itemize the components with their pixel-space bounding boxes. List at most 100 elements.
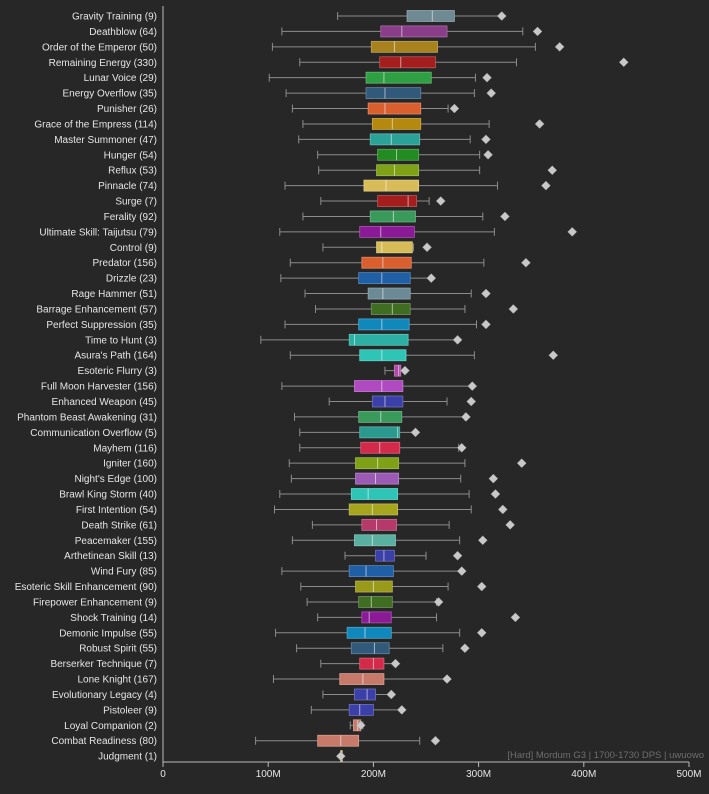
category-label: Deathblow (64) — [89, 27, 157, 38]
outlier-marker — [541, 180, 551, 191]
category-label: Surge (7) — [115, 197, 157, 208]
box-iqr — [358, 318, 410, 331]
outlier-marker — [456, 442, 467, 453]
category-label: Energy Overflow (35) — [63, 89, 157, 100]
outlier-marker — [442, 674, 452, 684]
category-label: Order of the Emperor (50) — [42, 42, 157, 53]
box-iqr — [367, 102, 422, 115]
box-iqr — [361, 256, 412, 269]
outlier-marker — [460, 643, 470, 654]
box-iqr — [354, 380, 404, 392]
outlier-marker — [386, 689, 397, 700]
category-label: Ferality (92) — [104, 212, 157, 223]
outlier-marker — [476, 581, 487, 592]
box-iqr — [371, 395, 404, 408]
outlier-marker — [567, 227, 578, 237]
box-iqr — [355, 580, 393, 593]
box-iqr — [339, 673, 385, 685]
outlier-marker — [500, 211, 510, 222]
category-label: Perfect Suppression (35) — [46, 320, 157, 331]
box-iqr — [359, 225, 415, 238]
category-label: Arthetinean Skill (13) — [64, 551, 157, 562]
x-tick-label: 200M — [361, 769, 386, 780]
x-tick-label: 100M — [256, 769, 281, 780]
box-iqr — [379, 56, 436, 69]
box-iqr — [359, 426, 401, 439]
category-label: Phantom Beast Awakening (31) — [17, 412, 157, 423]
box-iqr — [354, 688, 376, 701]
category-label: Berserker Technique (7) — [50, 659, 157, 670]
outlier-marker — [505, 520, 516, 530]
box-iqr — [380, 25, 448, 38]
x-tick-label: 400M — [571, 769, 596, 780]
box-iqr — [376, 164, 420, 177]
box-iqr — [355, 457, 400, 470]
box-iqr — [371, 118, 422, 130]
box-iqr — [348, 565, 394, 578]
category-label: Full Moon Harvester (156) — [41, 382, 157, 393]
outlier-marker — [483, 149, 493, 160]
category-label: Loyal Companion (2) — [64, 721, 157, 732]
box-iqr — [348, 333, 409, 346]
box-iqr — [348, 503, 398, 516]
outlier-marker — [410, 427, 421, 438]
category-label: Esoteric Flurry (3) — [78, 366, 157, 377]
x-tick-label: 500M — [676, 769, 701, 780]
outlier-marker — [486, 88, 497, 98]
box-iqr — [367, 287, 411, 300]
box-iqr — [377, 148, 420, 161]
category-label: Peacemaker (155) — [75, 536, 157, 547]
outlier-marker — [396, 705, 407, 715]
outlier-marker — [490, 489, 501, 499]
box-iqr — [369, 133, 421, 146]
category-label: Brawl King Storm (40) — [59, 490, 157, 501]
box-iqr — [406, 10, 455, 22]
outlier-marker — [534, 119, 545, 129]
outlier-marker — [548, 350, 559, 361]
outlier-marker — [476, 627, 487, 638]
category-label: Communication Overflow (5) — [30, 428, 157, 439]
category-label: First Intention (54) — [76, 505, 157, 516]
outlier-marker — [461, 412, 471, 422]
outlier-marker — [422, 242, 432, 253]
outlier-marker — [400, 365, 410, 376]
category-label: Punisher (26) — [97, 104, 157, 115]
boxes-layer — [317, 10, 455, 763]
outlier-marker — [477, 535, 488, 546]
outlier-marker — [497, 504, 508, 515]
outlier-marker — [510, 612, 521, 623]
outlier-marker — [618, 57, 629, 68]
category-labels-layer: Gravity Training (9) Deathblow (64) Order … — [15, 12, 157, 763]
category-label: Evolutionary Legacy (4) — [52, 690, 157, 701]
category-label: Judgment (1) — [98, 752, 157, 763]
box-iqr — [359, 349, 407, 362]
category-label: Rage Hammer (51) — [71, 289, 157, 300]
box-iqr — [394, 364, 402, 377]
box-iqr — [358, 411, 403, 423]
outlier-marker — [467, 381, 478, 391]
watermark-text: [Hard] Mordum G3 | 1700-1730 DPS | uwuow… — [507, 750, 704, 761]
outlier-marker — [496, 11, 507, 21]
outlier-marker — [452, 550, 463, 561]
category-label: Wind Fury (85) — [91, 567, 157, 578]
box-iqr — [363, 179, 420, 192]
category-label: Pinnacle (74) — [98, 181, 157, 192]
x-tick-label: 0 — [160, 769, 166, 780]
category-label: Enhanced Weapon (45) — [52, 397, 157, 408]
category-label: Hunger (54) — [104, 150, 157, 161]
outlier-marker — [426, 273, 437, 283]
outlier-marker — [355, 720, 366, 731]
category-label: Firepower Enhancement (9) — [33, 597, 157, 608]
category-label: Esoteric Skill Enhancement (90) — [15, 582, 157, 593]
outlier-marker — [481, 288, 491, 299]
category-label: Reflux (53) — [108, 166, 157, 177]
outlier-marker — [532, 26, 543, 37]
category-label: Gravity Training (9) — [72, 12, 157, 23]
outlier-marker — [488, 473, 499, 484]
category-label: Predator (156) — [93, 258, 157, 269]
x-axis-ticks: 0 100M 200M 300M 400M 500M — [160, 762, 702, 780]
box-iqr — [359, 657, 385, 670]
outlier-marker — [430, 735, 441, 746]
outlier-marker — [521, 257, 531, 268]
outlier-marker — [482, 72, 492, 83]
